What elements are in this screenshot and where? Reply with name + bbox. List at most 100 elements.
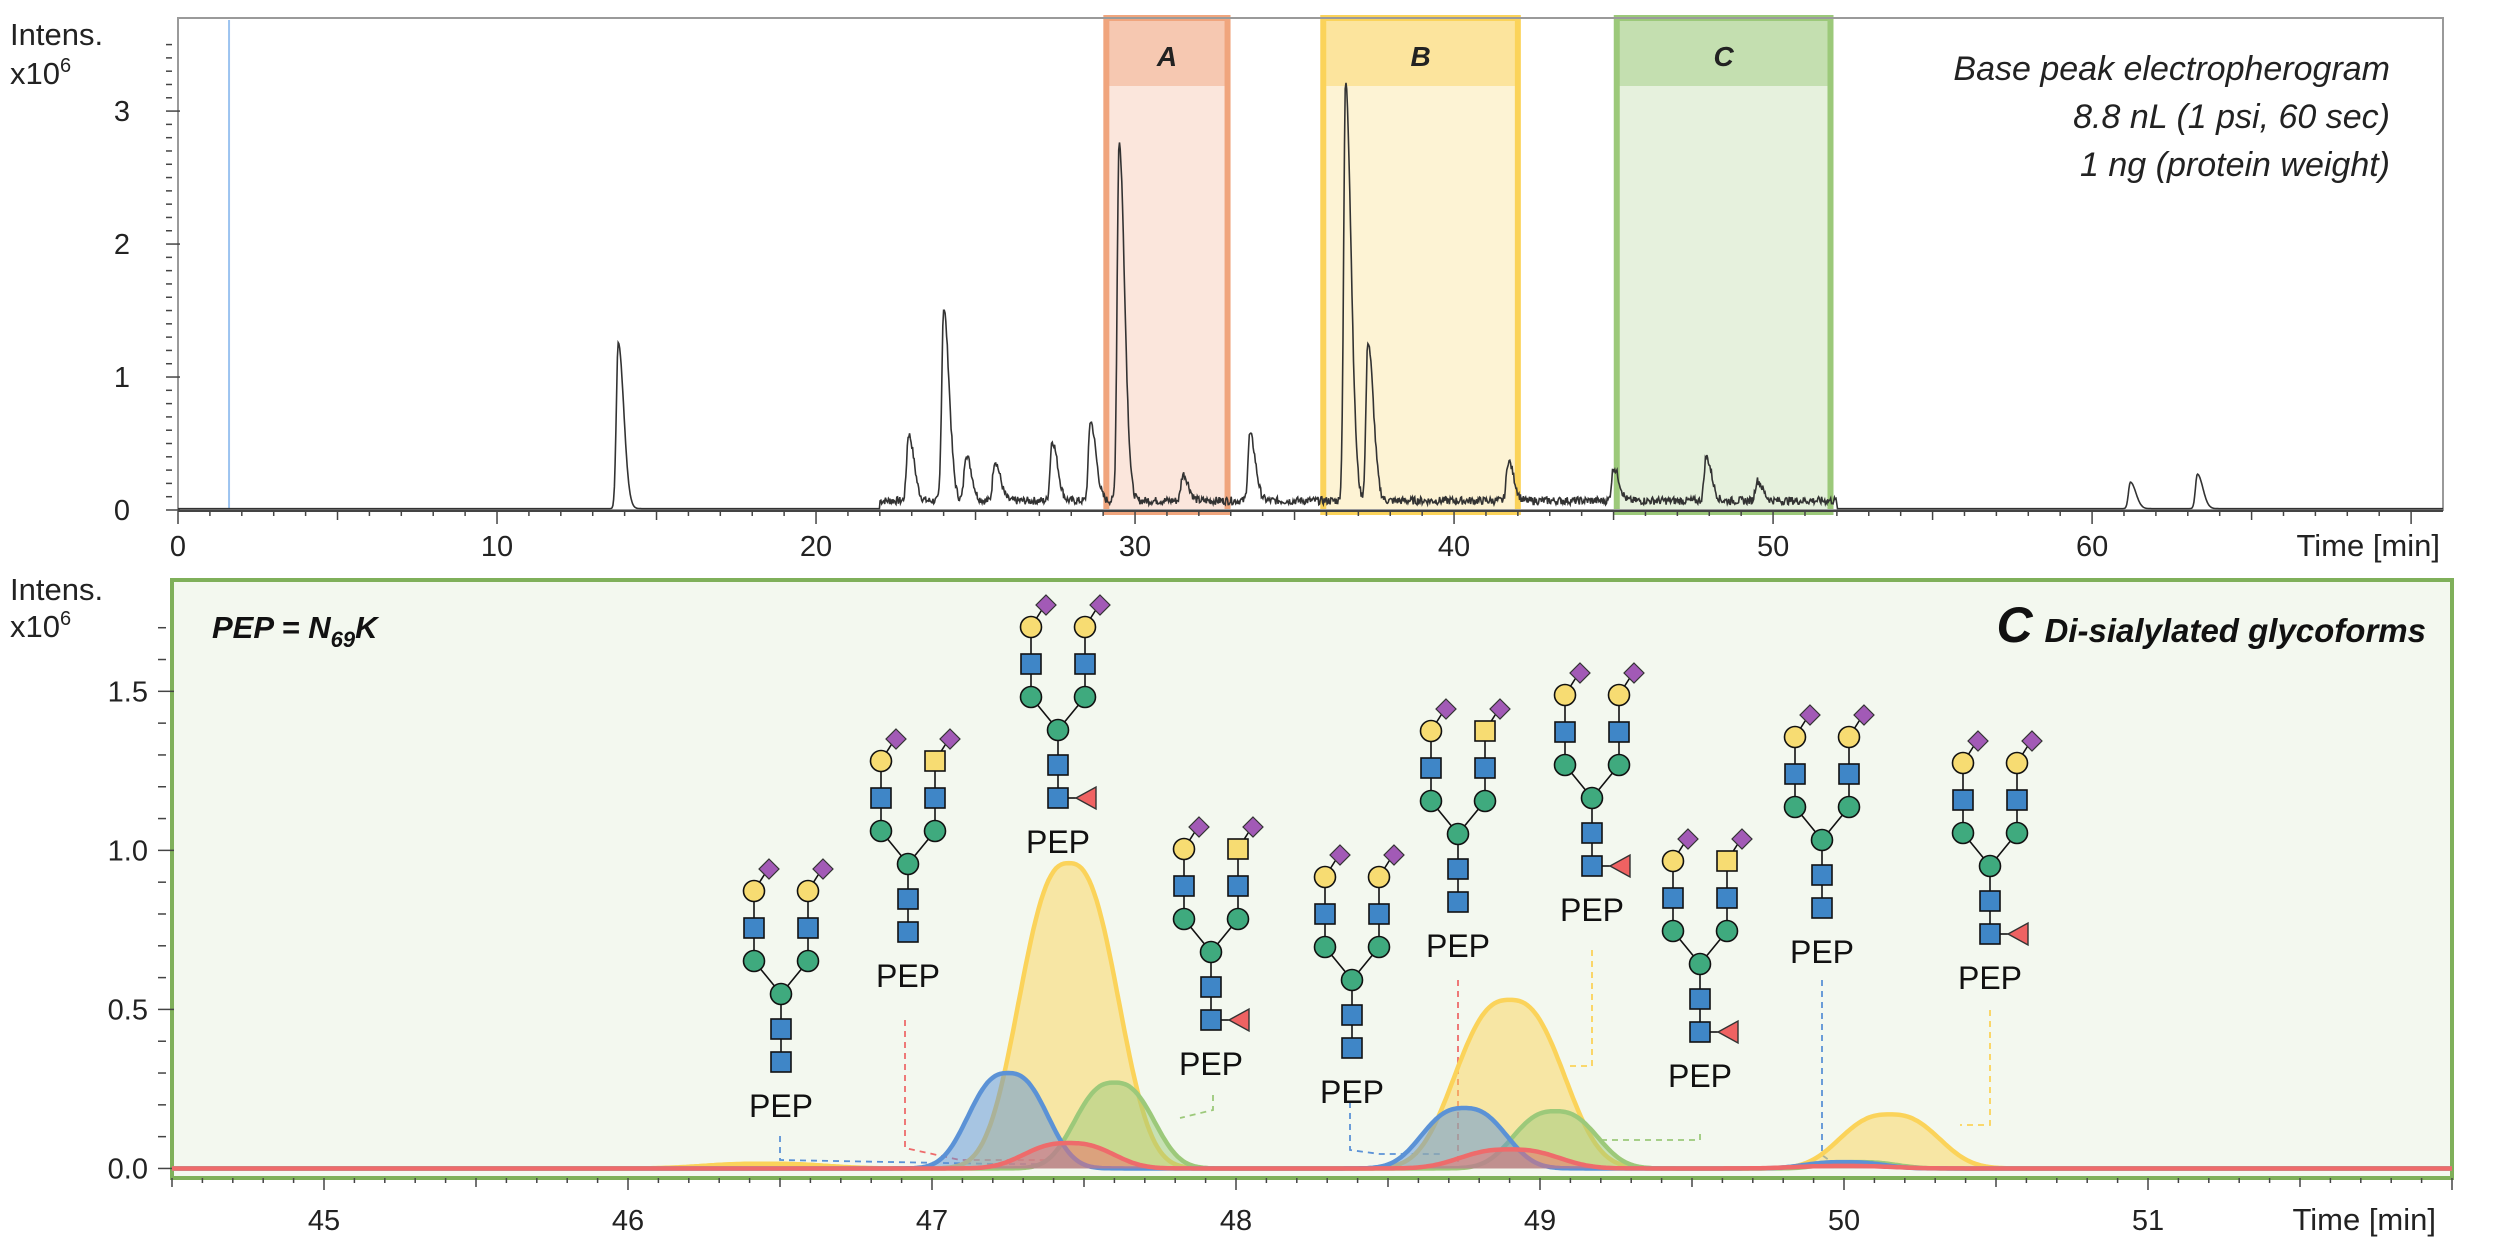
bottom-x-axis-label: Time [min] (2292, 1202, 2436, 1237)
chart-note-1: Base peak electropherogram (1953, 50, 2390, 88)
galactose-circle-icon (1367, 865, 1391, 889)
top-x-axis-label: Time [min] (2296, 528, 2440, 563)
pep-label: PEP (1426, 928, 1490, 964)
glcnac-square-icon (897, 921, 919, 943)
mannose-circle-icon (742, 949, 766, 973)
glcnac-square-icon (870, 787, 892, 809)
top-x-tick-label-50: 50 (1757, 531, 1789, 563)
fucose-triangle-icon (1608, 853, 1631, 879)
bottom-x-tick-label-51: 51 (2132, 1205, 2164, 1237)
glycoform-traces (172, 860, 2452, 1171)
mannose-circle-icon (1367, 935, 1391, 959)
galactose-circle-icon (2005, 751, 2029, 775)
galactose-circle-icon (1419, 719, 1443, 743)
sialic-acid-diamond-icon (1329, 844, 1351, 866)
glcnac-square-icon (1581, 822, 1603, 844)
glycan-structure-10: PEP (1951, 730, 2043, 996)
galactose-circle-icon (1073, 615, 1097, 639)
glycan-structure-9: PEP (1783, 704, 1875, 970)
bottom-y-tick-label-1.5: 1.5 (108, 676, 148, 708)
top-x-tick-label-60: 60 (2076, 531, 2108, 563)
base-peak-panel: A B C 0 10 20 30 40 50 60 0 1 2 3 Intens. x106 Time … (10, 15, 2444, 563)
pep-label: PEP (749, 1088, 813, 1124)
mannose-circle-icon (1715, 919, 1739, 943)
glycan-structure-1: PEP (742, 858, 834, 1124)
glcnac-square-icon (1047, 754, 1069, 776)
glycan-structure-8: PEP (1661, 828, 1753, 1094)
sialic-acid-diamond-icon (1035, 594, 1057, 616)
galnac-square-icon (1716, 850, 1738, 872)
highlight-regions: A B C (1103, 15, 1834, 515)
glycan-structure-5: PEP (1313, 844, 1405, 1110)
sialic-acid-diamond-icon (1677, 828, 1699, 850)
sialic-acid-diamond-icon (1489, 698, 1511, 720)
glcnac-square-icon (924, 787, 946, 809)
pep-label: PEP (1320, 1074, 1384, 1110)
leader-line-7 (1600, 1134, 1701, 1141)
mannose-circle-icon (1340, 968, 1364, 992)
sialic-acid-diamond-icon (1731, 828, 1753, 850)
fucose-triangle-icon (1227, 1007, 1250, 1033)
glcnac-square-icon (1689, 988, 1711, 1010)
glycan-structure-4: PEP (1172, 816, 1264, 1082)
mannose-circle-icon (1019, 685, 1043, 709)
galnac-square-icon (924, 750, 946, 772)
glycan-structures: PEP PEP PEP PEP PEP PEP PEP PEP PEP PEP (742, 594, 2043, 1124)
sialic-acid-diamond-icon (1089, 594, 1111, 616)
panel-title: C Di-sialylated glycoforms (1996, 597, 2426, 653)
glcnac-square-icon (2006, 789, 2028, 811)
region-header-C (1616, 18, 1831, 86)
leader-line-9 (1960, 1010, 1991, 1126)
bottom-y-axis-label: Intens. (10, 572, 103, 607)
fucose-triangle-icon (1074, 785, 1097, 811)
bottom-x-tick-label-48: 48 (1220, 1205, 1252, 1237)
galactose-circle-icon (1313, 865, 1337, 889)
pep-label: PEP (1668, 1058, 1732, 1094)
pep-label: PEP (876, 958, 940, 994)
mannose-circle-icon (1580, 786, 1604, 810)
region-fill-A (1106, 18, 1228, 512)
mannose-circle-icon (769, 982, 793, 1006)
glcnac-square-icon (1341, 1004, 1363, 1026)
glcnac-square-icon (743, 917, 765, 939)
bottom-x-tick-label-49: 49 (1524, 1205, 1556, 1237)
region-header-A (1106, 18, 1228, 86)
chart-note-2: 8.8 nL (1 psi, 60 sec) (2073, 98, 2390, 136)
leader-line-6 (1570, 950, 1593, 1067)
pep-label: PEP (1560, 892, 1624, 928)
glycoform-panel: 0.00.51.01.545 46 47 48 49 50 51 PEPPEPPEPPEPP… (10, 572, 2454, 1237)
galactose-circle-icon (1019, 615, 1043, 639)
bottom-x-tick-label-47: 47 (916, 1205, 948, 1237)
bottom-y-tick-label-0.5: 0.5 (108, 994, 148, 1026)
mannose-circle-icon (1837, 795, 1861, 819)
glcnac-square-icon (1314, 903, 1336, 925)
galactose-circle-icon (796, 879, 820, 903)
glcnac-square-icon (1662, 887, 1684, 909)
pep-label: PEP (1790, 934, 1854, 970)
glcnac-square-icon (1074, 653, 1096, 675)
top-y-tick-label-2: 2 (114, 229, 130, 261)
bottom-x-tick-label-46: 46 (612, 1205, 644, 1237)
sialic-acid-diamond-icon (1383, 844, 1405, 866)
sialic-acid-diamond-icon (1623, 662, 1645, 684)
galactose-circle-icon (1172, 837, 1196, 861)
sialic-acid-diamond-icon (885, 728, 907, 750)
bottom-x-tick-label-50: 50 (1828, 1205, 1860, 1237)
glcnac-square-icon (1979, 923, 2001, 945)
mannose-circle-icon (1661, 919, 1685, 943)
mannose-circle-icon (796, 949, 820, 973)
sialic-acid-diamond-icon (812, 858, 834, 880)
mannose-circle-icon (1607, 753, 1631, 777)
glcnac-square-icon (1811, 897, 1833, 919)
mannose-circle-icon (896, 852, 920, 876)
pep-definition: PEP = N69K (212, 610, 380, 652)
galactose-circle-icon (1837, 725, 1861, 749)
glcnac-square-icon (1554, 721, 1576, 743)
line-red (172, 1140, 2452, 1171)
mannose-circle-icon (1046, 718, 1070, 742)
bottom-y-tick-label-1.0: 1.0 (108, 835, 148, 867)
mannose-circle-icon (1199, 940, 1223, 964)
glycan-structure-2: PEP (869, 728, 961, 994)
glycan-structure-6: PEP (1419, 698, 1511, 964)
